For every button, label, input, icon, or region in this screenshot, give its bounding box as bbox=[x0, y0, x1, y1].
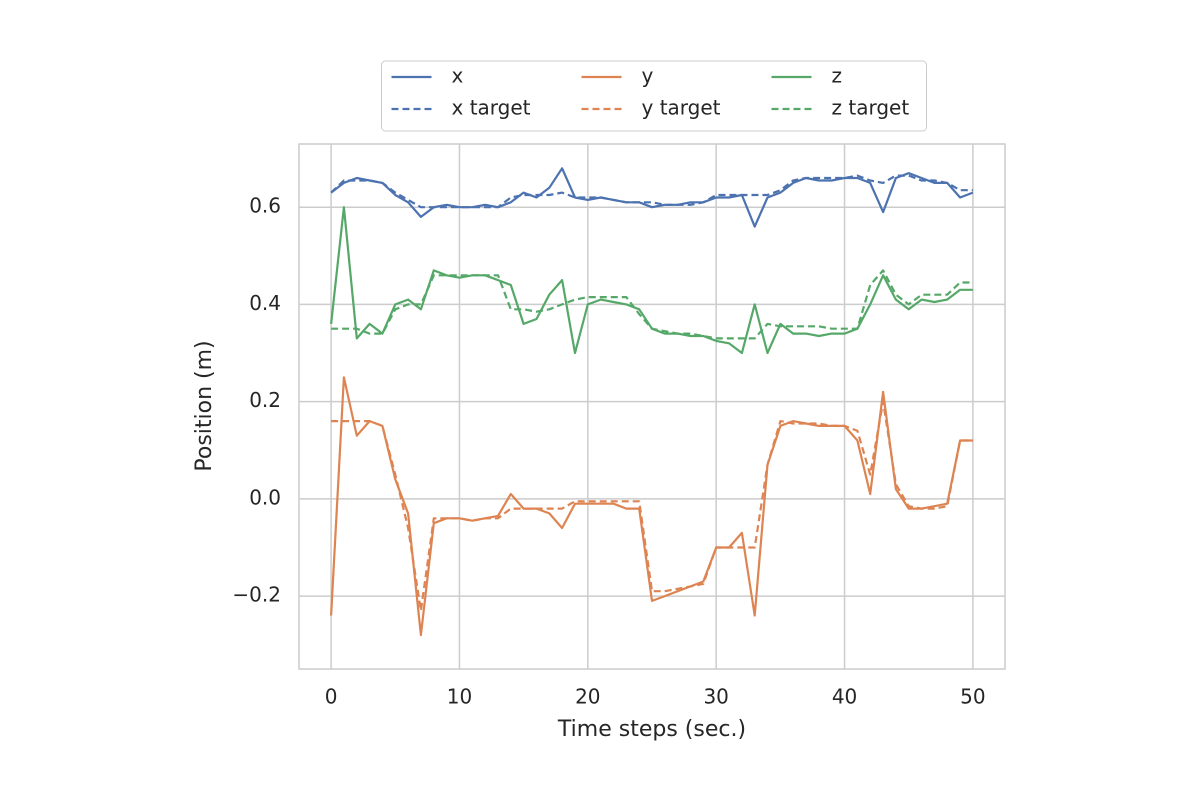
x-tick-label: 50 bbox=[960, 685, 985, 709]
y-tick-label: 0.4 bbox=[249, 291, 281, 315]
x-tick-label: 20 bbox=[575, 685, 600, 709]
legend-label: z bbox=[832, 64, 843, 88]
x-tick-label: 30 bbox=[703, 685, 728, 709]
y-axis-label: Position (m) bbox=[192, 340, 217, 471]
x-tick-label: 10 bbox=[447, 685, 472, 709]
series-line bbox=[330, 376, 973, 637]
legend-label: y bbox=[642, 64, 654, 88]
legend-label: x bbox=[452, 64, 464, 88]
x-tick-label: 40 bbox=[832, 685, 857, 709]
y-tick-label: 0.2 bbox=[249, 388, 281, 412]
y-tick-label: 0.6 bbox=[249, 194, 281, 218]
y-tick-label: −0.2 bbox=[232, 583, 281, 607]
plot-area bbox=[298, 143, 1006, 670]
legend-label: z target bbox=[832, 96, 910, 120]
legend-label: x target bbox=[452, 96, 531, 120]
series-line bbox=[331, 269, 973, 340]
legend-box bbox=[381, 60, 927, 132]
y-tick-label: 0.0 bbox=[249, 485, 281, 509]
x-tick-label: 0 bbox=[325, 685, 338, 709]
series-line bbox=[330, 167, 974, 228]
series-line bbox=[331, 400, 973, 612]
x-axis-label: Time steps (sec.) bbox=[557, 717, 746, 742]
legend-label: y target bbox=[642, 96, 721, 120]
